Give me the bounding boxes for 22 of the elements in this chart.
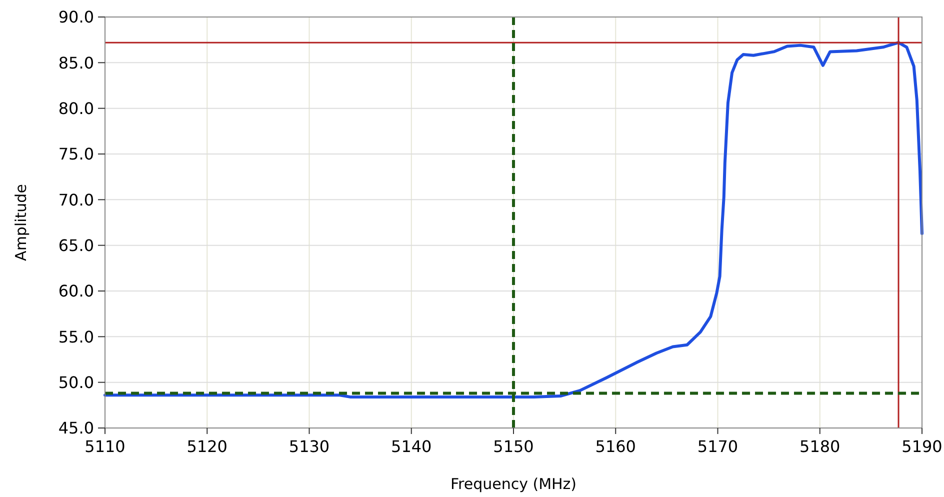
x-tick-label: 5120 bbox=[186, 437, 228, 456]
x-tick-label: 5190 bbox=[902, 437, 942, 456]
y-tick-label: 75.0 bbox=[58, 144, 94, 164]
y-tick-label: 60.0 bbox=[58, 282, 94, 301]
x-tick-label: 5180 bbox=[800, 437, 840, 456]
y-tick-label: 45.0 bbox=[58, 418, 94, 438]
y-tick-label: 90.0 bbox=[58, 8, 94, 27]
x-tick-label: 5150 bbox=[493, 437, 534, 456]
y-tick-label: 85.0 bbox=[58, 53, 94, 72]
y-tick-label: 80.0 bbox=[58, 98, 94, 118]
x-tick-label: 5130 bbox=[288, 437, 330, 456]
y-tick-label: 55.0 bbox=[58, 327, 94, 346]
y-tick-label: 65.0 bbox=[58, 236, 94, 255]
x-tick-label: 5170 bbox=[697, 437, 738, 456]
x-tick-label: 5140 bbox=[391, 437, 432, 456]
y-tick-label: 70.0 bbox=[58, 190, 94, 210]
y-axis-title: Amplitude bbox=[12, 184, 30, 261]
y-tick-label: 50.0 bbox=[58, 372, 94, 392]
x-tick-label: 5160 bbox=[595, 437, 636, 456]
line-series bbox=[104, 41, 924, 398]
x-axis-title: Frequency (MHz) bbox=[450, 475, 577, 493]
x-tick-label: 5110 bbox=[84, 437, 126, 456]
